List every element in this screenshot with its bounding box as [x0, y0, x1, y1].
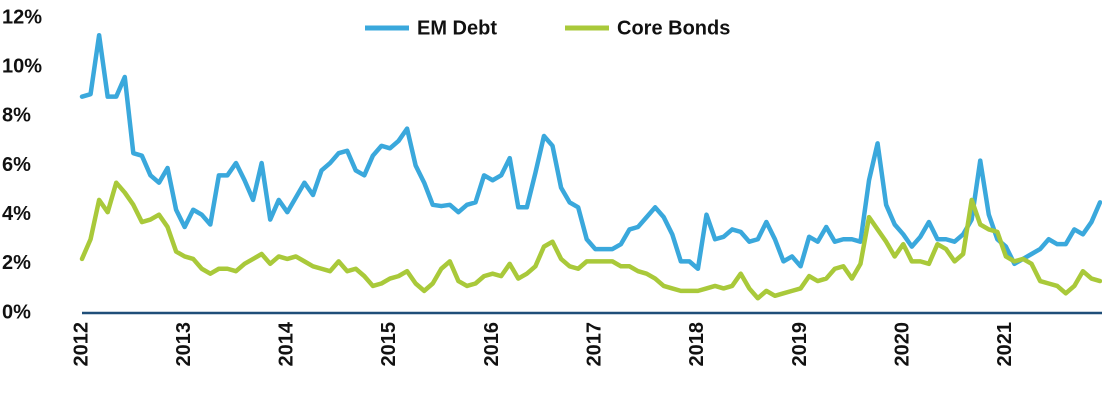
- line-series: [79, 32, 1102, 271]
- x-tick-label: 2016: [481, 322, 503, 367]
- x-tick-label: 2017: [584, 322, 606, 367]
- x-tick-label: 2021: [994, 322, 1016, 367]
- x-tick-label: 2019: [789, 322, 811, 367]
- legend-label: EM Debt: [417, 17, 497, 39]
- y-tick-label: 12%: [2, 6, 42, 28]
- y-tick-label: 6%: [2, 154, 31, 176]
- x-tick-label: 2018: [686, 322, 708, 367]
- y-tick-label: 10%: [2, 55, 42, 77]
- y-tick-label: 4%: [2, 203, 31, 225]
- x-tick-label: 2015: [378, 322, 400, 367]
- y-tick-label: 2%: [2, 252, 31, 274]
- legend-label: Core Bonds: [617, 17, 730, 39]
- y-tick-label: 8%: [2, 105, 31, 127]
- x-tick-label: 2013: [173, 322, 195, 367]
- line-series: [79, 180, 1102, 301]
- x-tick-label: 2020: [892, 322, 914, 367]
- y-tick-label: 0%: [2, 301, 31, 323]
- x-tick-label: 2012: [70, 322, 92, 367]
- x-tick-label: 2014: [276, 321, 298, 366]
